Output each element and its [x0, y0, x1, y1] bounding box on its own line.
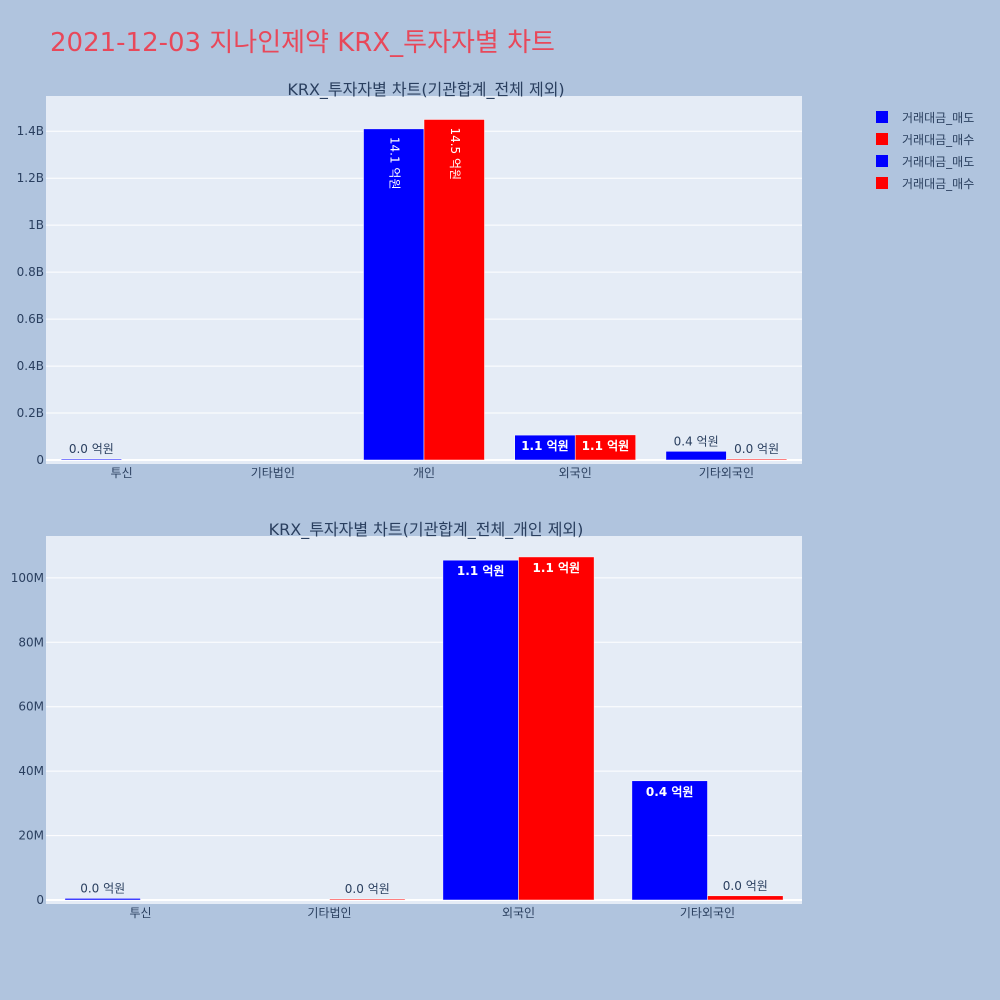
chart-1: 0 0.2B 0.4B 0.6B 0.8B 1B 1.2B 1.4B KRX_투자자별 차트(기…: [17, 80, 802, 480]
legend-swatch-buy: [876, 133, 888, 145]
bar-sell-1[interactable]: [60, 458, 122, 461]
bar-sell-4[interactable]: [514, 434, 576, 461]
bar-buy-5[interactable]: [726, 458, 788, 461]
data-label: 1.1 억원: [521, 439, 569, 453]
page-title: 2021-12-03 지나인제약 KRX_투자자별 차트: [50, 28, 555, 58]
y-tick-label: 20M: [18, 829, 44, 843]
y-tick-label: 1B: [28, 218, 44, 232]
legend-label: 거래대금_매도: [902, 110, 975, 125]
y-tick-label: 0.2B: [17, 406, 44, 420]
bar-sell-1[interactable]: [64, 898, 141, 901]
y-tick-label: 0.6B: [17, 312, 44, 326]
data-label: 0.0 억원: [723, 879, 768, 893]
legend-label: 거래대금_매수: [902, 176, 975, 191]
x-tick-label: 기타외국인: [699, 466, 754, 480]
legend-item-buy-2[interactable]: 거래대금_매수: [876, 172, 974, 194]
legend-swatch-sell: [876, 155, 888, 167]
data-label: 14.5 억원: [448, 127, 462, 180]
bar-sell-3[interactable]: [363, 128, 425, 461]
legend-label: 거래대금_매도: [902, 154, 975, 169]
bar-sell-3[interactable]: [442, 559, 519, 901]
data-label: 1.1 억원: [582, 439, 630, 453]
data-label: 0.0 억원: [80, 881, 125, 895]
y-tick-label: 0.4B: [17, 359, 44, 373]
data-label: 1.1 억원: [457, 564, 505, 578]
bar-sell-5[interactable]: [665, 451, 727, 461]
x-tick-label: 기타법인: [251, 466, 295, 480]
legend-item-sell-1[interactable]: 거래대금_매도: [876, 106, 974, 128]
chart-title: KRX_투자자별 차트(기관합계_전체 제외): [287, 80, 564, 100]
bar-buy-3[interactable]: [518, 556, 595, 901]
legend: 거래대금_매도 거래대금_매수 거래대금_매도 거래대금_매수: [876, 106, 974, 194]
x-tick-label: 개인: [413, 466, 435, 480]
data-label: 0.0 억원: [345, 882, 390, 896]
y-tick-label: 0: [36, 893, 44, 907]
y-tick-label: 0: [36, 453, 44, 467]
bar-buy-2[interactable]: [329, 898, 406, 901]
legend-label: 거래대금_매수: [902, 132, 975, 147]
x-tick-label: 외국인: [502, 906, 535, 920]
bar-buy-3[interactable]: [423, 119, 485, 461]
legend-swatch-buy: [876, 177, 888, 189]
x-tick-label: 기타외국인: [680, 906, 735, 920]
x-tick-label: 기타법인: [307, 906, 351, 920]
data-label: 1.1 억원: [533, 561, 581, 575]
data-label: 0.4 억원: [674, 434, 719, 448]
y-tick-label: 0.8B: [17, 265, 44, 279]
y-tick-label: 40M: [18, 764, 44, 778]
chart-2: 0 20M 40M 60M 80M 100M KRX_투자자별 차트(기관합계_전체_개인 …: [11, 520, 802, 920]
bar-buy-4[interactable]: [574, 434, 636, 461]
chart-title: KRX_투자자별 차트(기관합계_전체_개인 제외): [269, 520, 584, 540]
data-label: 0.0 억원: [734, 442, 779, 456]
y-tick-label: 100M: [11, 571, 44, 585]
legend-item-buy-1[interactable]: 거래대금_매수: [876, 128, 974, 150]
x-tick-label: 외국인: [559, 466, 592, 480]
x-tick-label: 투신: [129, 906, 151, 920]
y-tick-label: 1.2B: [17, 171, 44, 185]
legend-item-sell-2[interactable]: 거래대금_매도: [876, 150, 974, 172]
data-label: 0.4 억원: [646, 785, 694, 799]
y-tick-label: 80M: [18, 635, 44, 649]
x-tick-label: 투신: [111, 466, 133, 480]
legend-swatch-sell: [876, 111, 888, 123]
bar-sell-4[interactable]: [631, 780, 708, 901]
y-tick-label: 1.4B: [17, 124, 44, 138]
y-tick-label: 60M: [18, 700, 44, 714]
data-label: 0.0 억원: [69, 442, 114, 456]
data-label: 14.1 억원: [387, 137, 401, 190]
bar-buy-4[interactable]: [707, 895, 784, 901]
